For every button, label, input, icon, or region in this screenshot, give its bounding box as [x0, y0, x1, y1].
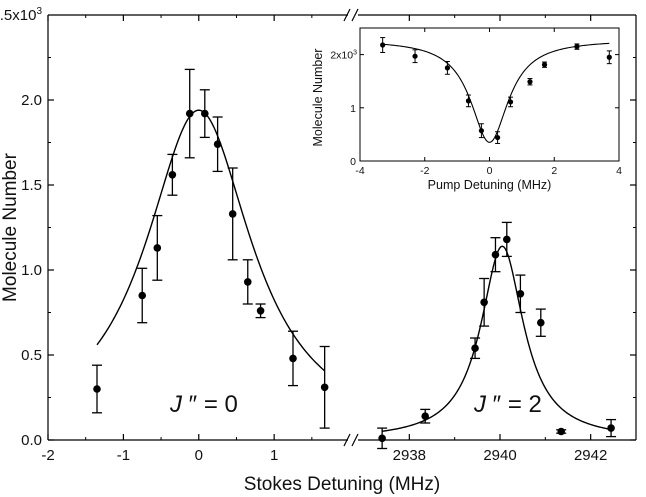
x-tick-label-left: 0 — [195, 447, 203, 464]
y-exponent-label: 2.5x103 — [0, 6, 42, 24]
x-tick-label-right: 2938 — [393, 447, 426, 464]
inset-data-point — [527, 79, 533, 85]
axis-break-mark-top-b — [351, 8, 359, 22]
inset-y-axis-title: Molecule Number — [311, 49, 325, 147]
j2-data-point — [503, 235, 511, 244]
inset-data-point — [574, 44, 580, 50]
j0-data-point — [185, 109, 194, 118]
annotation-j2: J ″ = 2 — [473, 391, 542, 418]
j0-data-point — [289, 354, 297, 363]
inset-x-tick-label: -2 — [420, 165, 429, 177]
j0-data-point — [228, 210, 237, 218]
j2-data-point — [421, 412, 430, 421]
inset-x-tick-label: -4 — [355, 165, 364, 177]
j0-data-point — [243, 278, 252, 286]
y-tick-label: 2.0 — [21, 92, 42, 109]
x-tick-label-right: 2940 — [483, 447, 516, 464]
j0-data-point — [320, 383, 329, 392]
fit-curve-j0 — [96, 109, 326, 372]
j2-data-point — [491, 250, 500, 259]
annotation-j0: J ″ = 0 — [169, 391, 238, 418]
x-tick-label-left: -1 — [117, 447, 130, 464]
inset-data-point — [606, 54, 612, 60]
x-tick-label-left: 1 — [270, 447, 278, 464]
j2-data-point — [607, 424, 615, 432]
x-axis-title: Stokes Detuning (MHz) — [244, 474, 440, 495]
inset-y-top-label: 2x103 — [330, 50, 357, 62]
j2-data-point — [471, 344, 479, 353]
inset-data-point — [380, 42, 386, 48]
y-axis-title: Molecule Number — [0, 152, 21, 302]
inset-data-point — [478, 128, 485, 134]
j0-data-point — [138, 291, 147, 300]
inset-x-tick-label: 2 — [551, 165, 557, 177]
main-plot-frame: 0.0 0.5 1.0 1.5 2.0 2.5x103 -2 -1 0 1 2938 2940 2942… — [0, 6, 637, 495]
axis-break-mark-top-a — [343, 8, 351, 22]
y-tick-label: 1.5 — [21, 177, 42, 194]
inset-x-tick-label: 4 — [616, 165, 622, 177]
j2-data-point — [557, 427, 565, 436]
x-tick-label-right: 2942 — [574, 447, 607, 464]
j2-data-point — [480, 298, 488, 307]
inset-x-tick-label: 0 — [487, 165, 493, 177]
j0-data-point — [256, 307, 265, 315]
inset-data-point — [412, 53, 418, 59]
y-tick-label: 1.0 — [21, 262, 42, 279]
inset-data-point — [541, 62, 548, 68]
x-tick-label-left: -2 — [41, 447, 54, 464]
inset-data-point — [494, 134, 501, 141]
y-tick-label: 0.5 — [21, 347, 42, 364]
j0-data-point — [153, 244, 162, 252]
inset-data-point — [465, 98, 472, 104]
inset-fit-curve — [382, 42, 610, 143]
inset-y-tick-label: 1 — [350, 103, 356, 115]
axis-break-mark-bottom-b — [351, 433, 359, 447]
j0-data-point — [93, 385, 101, 393]
inset-y-tick-label: 0 — [350, 156, 356, 168]
j0-data-point — [213, 140, 222, 148]
axis-break-mark-bottom-a — [343, 433, 351, 447]
j0-data-point — [168, 171, 177, 179]
inset-frame — [359, 27, 620, 162]
inset-data-point — [507, 99, 514, 105]
j2-data-point — [378, 434, 386, 443]
j2-data-point — [516, 290, 525, 298]
inset-data-point — [444, 65, 451, 71]
j2-data-point — [537, 318, 545, 327]
j0-data-point — [201, 109, 209, 118]
y-tick-label: 0.0 — [21, 432, 42, 449]
inset-plot: -4 -2 0 2 4 0 1 2x103 Pump Detuning (MHz) Molecul… — [311, 27, 622, 192]
inset-x-axis-title: Pump Detuning (MHz) — [428, 178, 552, 192]
